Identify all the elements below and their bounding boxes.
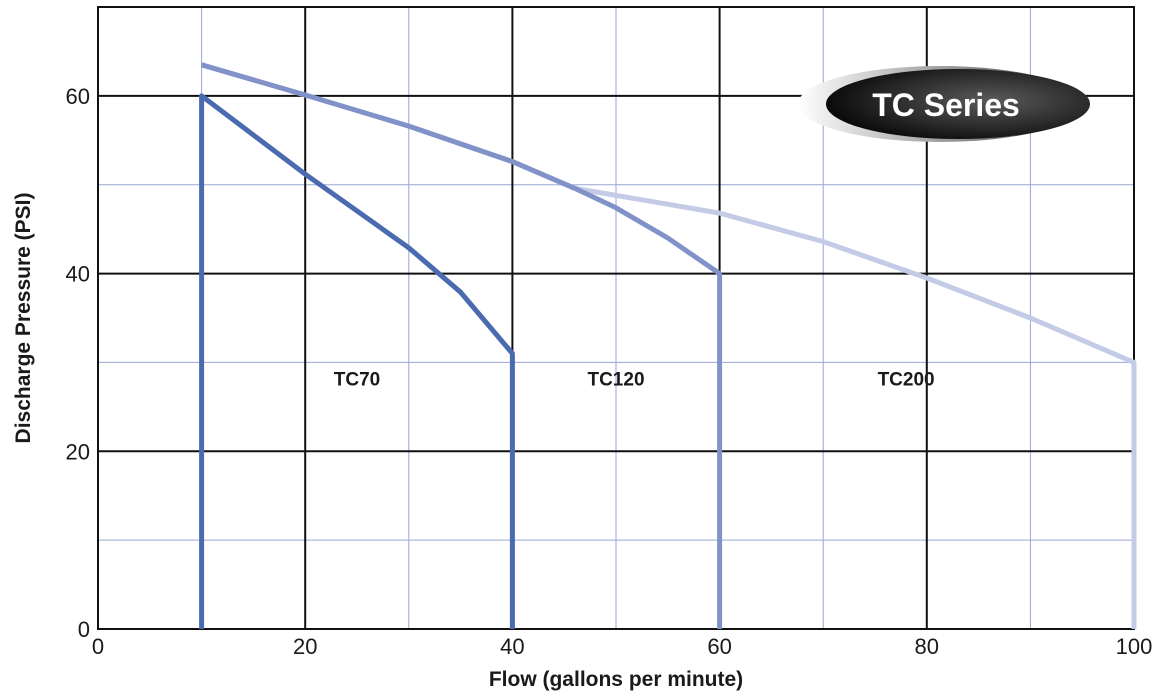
x-tick-label: 100 xyxy=(1116,634,1153,659)
y-tick-label: 40 xyxy=(66,262,90,287)
badge-text: TC Series xyxy=(872,87,1020,123)
y-tick-label: 20 xyxy=(66,439,90,464)
x-tick-label: 80 xyxy=(915,634,939,659)
region-label-tc70: TC70 xyxy=(334,370,380,391)
tc-series-badge: TC Series xyxy=(798,66,1090,142)
region-label-tc200: TC200 xyxy=(878,370,935,391)
badge-dark xyxy=(826,69,1090,139)
region-labels: TC70 TC120 TC200 xyxy=(334,370,935,391)
y-axis-title: Discharge Pressure (PSI) xyxy=(12,193,35,444)
series-line-tc70 xyxy=(199,93,515,629)
x-tick-label: 0 xyxy=(92,634,104,659)
x-tick-label: 60 xyxy=(707,634,731,659)
y-tick-label: 0 xyxy=(78,617,90,642)
series-layer xyxy=(199,62,1137,629)
x-tick-label: 20 xyxy=(293,634,317,659)
y-tick-labels: 0 20 40 60 xyxy=(66,84,90,642)
x-tick-labels: 0 20 40 60 80 100 xyxy=(92,634,1152,659)
y-tick-label: 60 xyxy=(66,84,90,109)
series-line-tc120 xyxy=(200,62,723,629)
x-axis-title: Flow (gallons per minute) xyxy=(489,668,743,691)
region-label-tc120: TC120 xyxy=(587,370,644,391)
x-tick-label: 40 xyxy=(500,634,524,659)
plot-frame xyxy=(97,6,1135,630)
